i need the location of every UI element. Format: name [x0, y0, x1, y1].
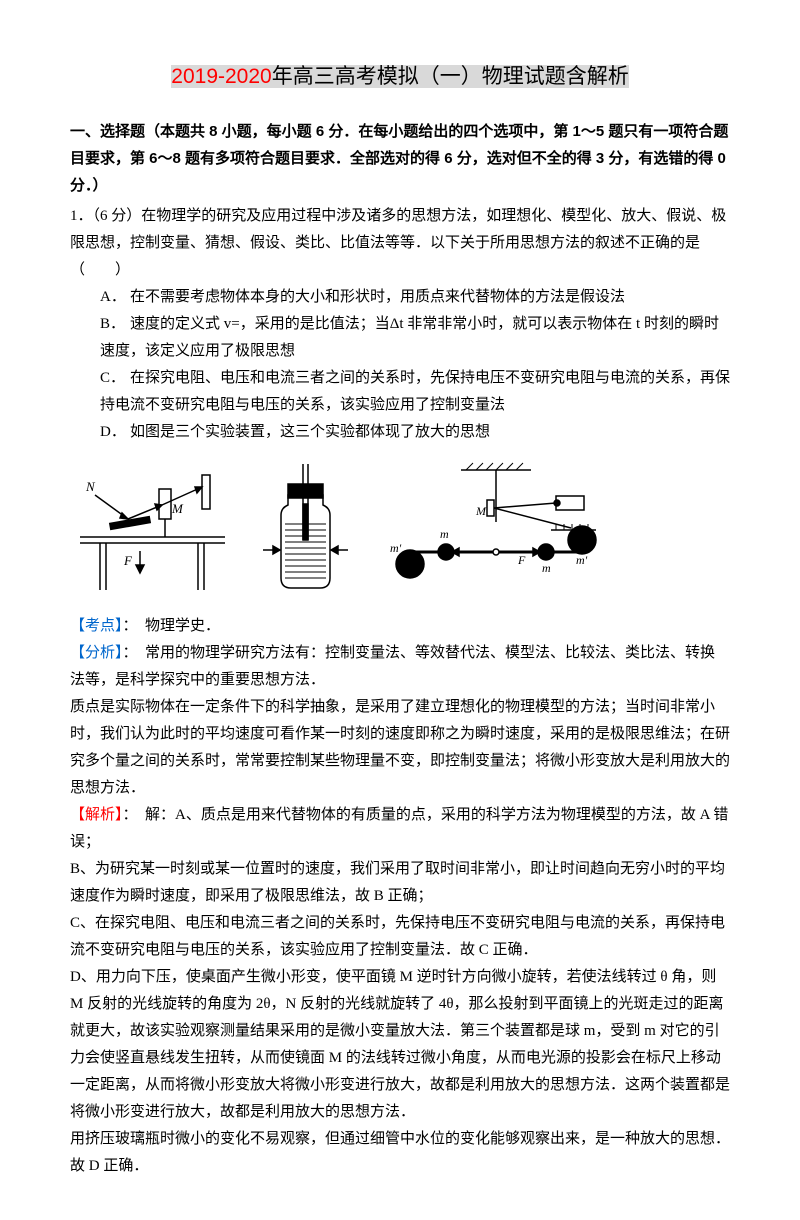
- jiexi-label: 【解析】: [70, 807, 123, 823]
- jiexi-b: B、为研究某一时刻或某一位置时的速度，我们采用了取时间非常小，即让时间趋向无穷小…: [70, 856, 730, 910]
- question-number: 1．: [70, 208, 93, 224]
- jiexi-d: D、用力向下压，使桌面产生微小形变，使平面镜 M 逆时针方向微小旋转，若使法线转…: [70, 964, 730, 1126]
- fig3-label-F: F: [517, 553, 526, 567]
- fig3-label-m2: m: [440, 527, 449, 541]
- question-points: （6 分）: [93, 208, 142, 224]
- fenxi-para: 质点是实际物体在一定条件下的科学抽象，是采用了建立理想化的物理模型的方法；当时间…: [70, 694, 730, 802]
- option-a: A．在不需要考虑物体本身的大小和形状时，用质点来代替物体的方法是假设法: [70, 284, 730, 311]
- title-prefix: 2019-2020: [171, 65, 271, 88]
- figure-row: N M F: [70, 460, 730, 595]
- fig3-label-M: M: [475, 504, 487, 518]
- option-a-text: 在不需要考虑物体本身的大小和形状时，用质点来代替物体的方法是假设法: [130, 289, 625, 305]
- option-c: C．在探究电阻、电压和电流三者之间的关系时，先保持电压不变研究电阻与电流的关系，…: [70, 365, 730, 419]
- page-title: 2019-2020年高三高考模拟（一）物理试题含解析: [70, 60, 730, 90]
- figure-1-icon: N M F: [70, 465, 235, 595]
- jiexi-intro: ： 解：A、质点是用来代替物体的有质量的点，采用的科学方法为物理模型的方法，故 …: [70, 807, 728, 850]
- kaodian-text: ： 物理学史．: [123, 618, 221, 634]
- title-suffix: 年高三高考模拟（一）物理试题含解析: [272, 65, 629, 88]
- jiexi-last: 用挤压玻璃瓶时微小的变化不易观察，但通过细管中水位的变化能够观察出来，是一种放大…: [70, 1126, 730, 1180]
- fig1-label-m: M: [171, 501, 184, 516]
- section-heading: 一、选择题（本题共 8 小题，每小题 6 分．在每小题给出的四个选项中，第 1～…: [70, 118, 730, 199]
- option-b-text: 速度的定义式 v=，采用的是比值法；当Δt 非常非常小时，就可以表示物体在 t …: [100, 316, 719, 359]
- option-c-text: 在探究电阻、电压和电流三者之间的关系时，先保持电压不变研究电阻与电流的关系，再保…: [100, 370, 730, 413]
- kaodian-label: 【考点】: [70, 618, 123, 634]
- fig3-label-m1: m': [390, 541, 402, 555]
- question-stem: 1．（6 分）在物理学的研究及应用过程中涉及诸多的思想方法，如理想化、模型化、放…: [70, 203, 730, 284]
- option-d: D．如图是三个实验装置，这三个实验都体现了放大的思想: [70, 419, 730, 446]
- option-b: B．速度的定义式 v=，采用的是比值法；当Δt 非常非常小时，就可以表示物体在 …: [70, 311, 730, 365]
- fig3-label-m4: m': [576, 553, 588, 567]
- fig3-label-m3: m: [542, 561, 551, 575]
- figure-2-icon: [253, 460, 358, 595]
- analysis-block: 【考点】： 物理学史． 【分析】： 常用的物理学研究方法有：控制变量法、等效替代…: [70, 613, 730, 1180]
- fig1-label-n: N: [85, 479, 96, 494]
- fig1-label-f: F: [123, 553, 133, 568]
- question-text: 在物理学的研究及应用过程中涉及诸多的思想方法，如理想化、模型化、放大、假说、极限…: [70, 208, 726, 278]
- figure-3-icon: M m' m m m' F: [376, 460, 601, 595]
- option-d-text: 如图是三个实验装置，这三个实验都体现了放大的思想: [130, 424, 490, 440]
- jiexi-c: C、在探究电阻、电压和电流三者之间的关系时，先保持电压不变研究电阻与电流的关系，…: [70, 910, 730, 964]
- fenxi-text: ： 常用的物理学研究方法有：控制变量法、等效替代法、模型法、比较法、类比法、转换…: [70, 645, 715, 688]
- fenxi-label: 【分析】: [70, 645, 123, 661]
